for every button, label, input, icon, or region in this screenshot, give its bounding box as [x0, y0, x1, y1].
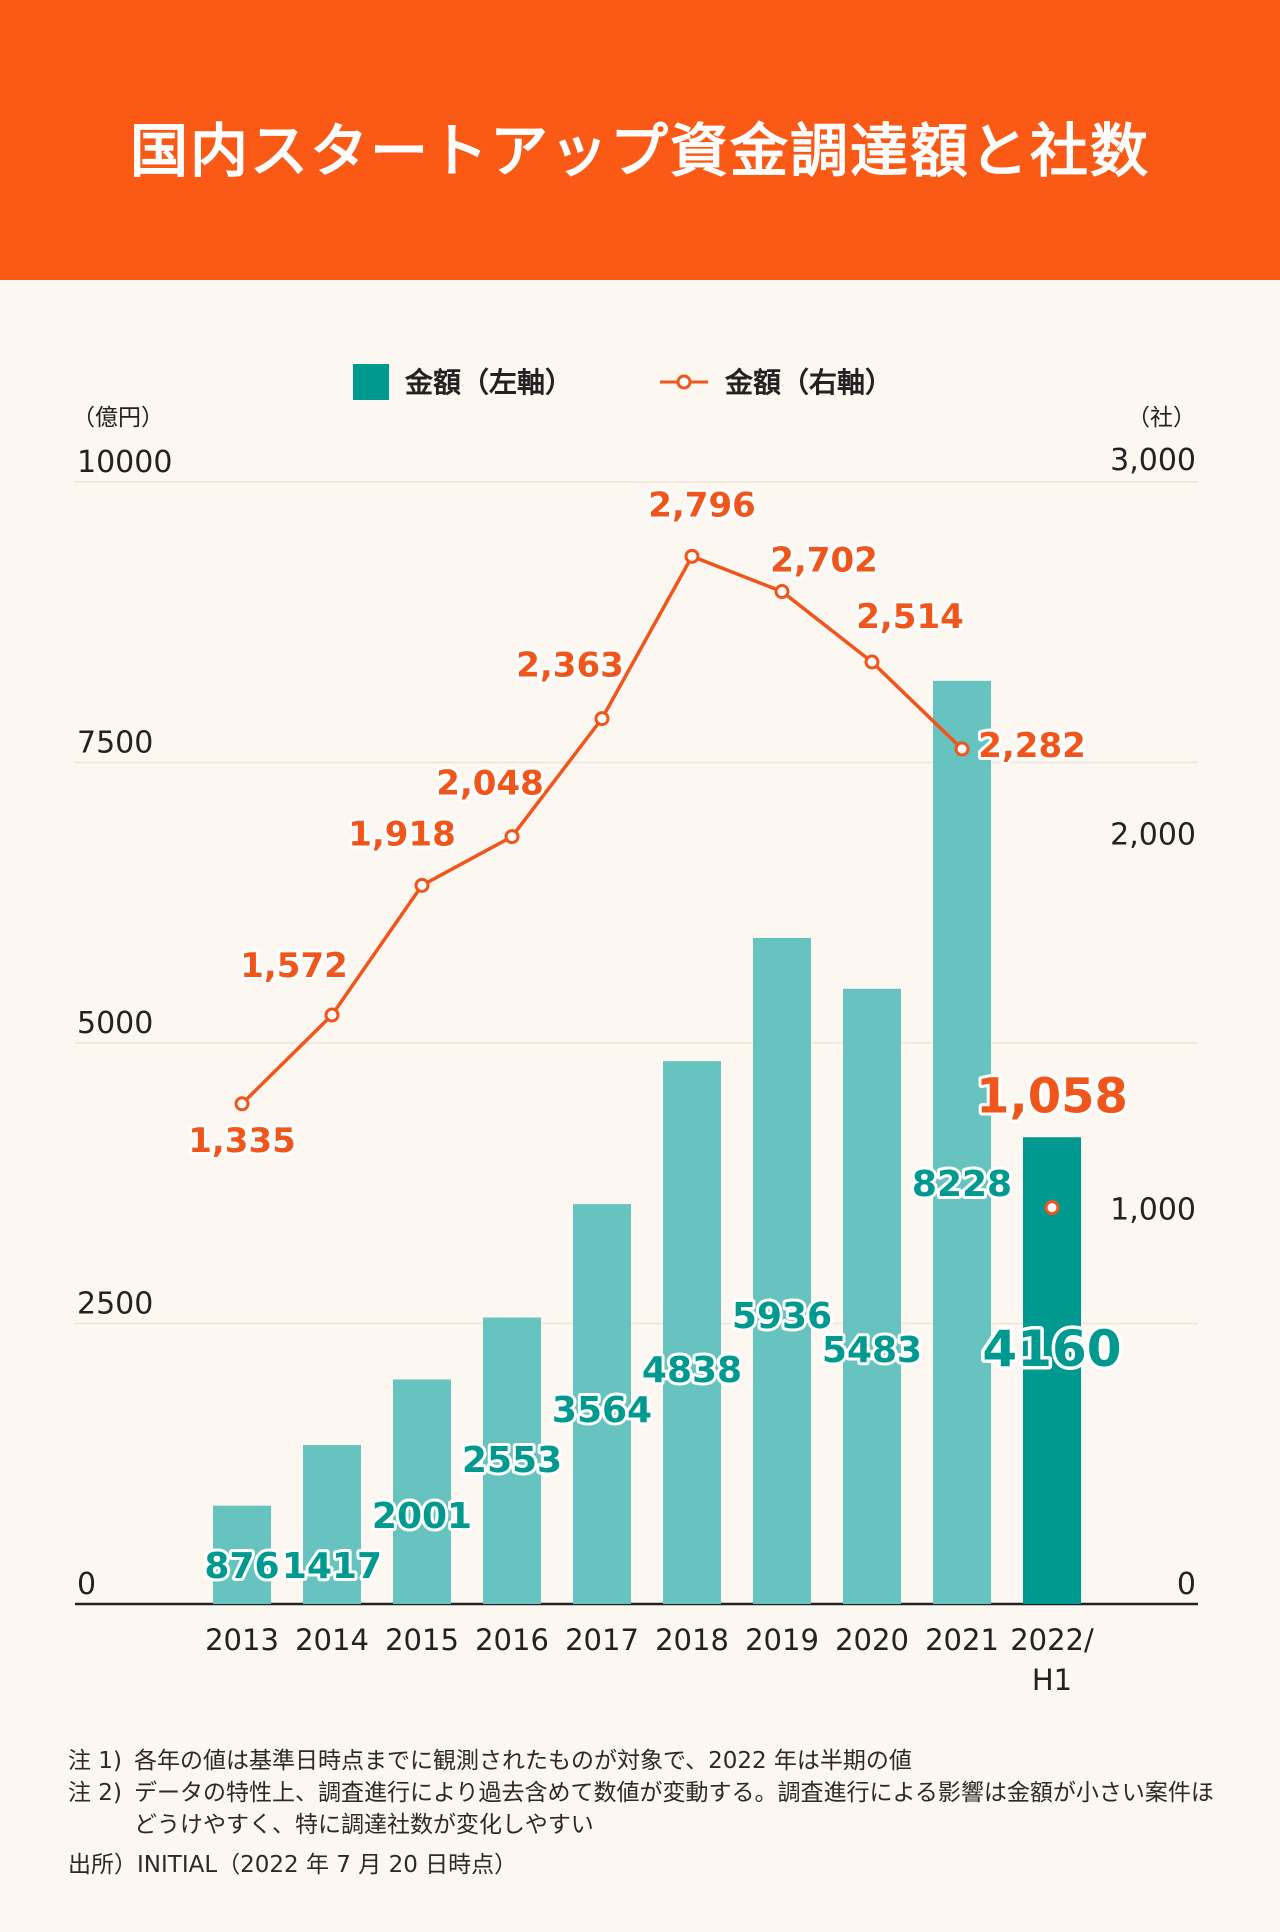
line-point-7 — [864, 654, 880, 670]
bar-label-1: 1417 — [282, 1546, 382, 1587]
legend-line-marker — [676, 374, 692, 390]
x-tick-6: 2019 — [745, 1623, 819, 1657]
legend-bar-label: 金額（左軸） — [404, 366, 573, 399]
line-label-9: 1,058 — [976, 1069, 1128, 1125]
left-tick-5000: 5000 — [77, 1006, 153, 1041]
line-label-0: 1,335 — [188, 1121, 296, 1161]
x-tick-8: 2021 — [925, 1623, 999, 1657]
line-point-8 — [954, 741, 970, 757]
right-tick-1000: 1,000 — [1110, 1192, 1196, 1227]
line-series — [234, 548, 1060, 1216]
x-tick-4: 2017 — [565, 1623, 639, 1657]
line-point-4 — [594, 711, 610, 727]
x-tick-2: 2015 — [385, 1623, 459, 1657]
grid — [75, 481, 1198, 1325]
line-point-6 — [774, 584, 790, 600]
bar-7 — [843, 988, 901, 1604]
right-axis-unit: （社） — [1127, 405, 1196, 431]
left-tick-10000: 10000 — [77, 445, 172, 480]
x-tick-9-line2: H1 — [1032, 1663, 1072, 1697]
right-tick-2000: 2,000 — [1110, 818, 1196, 853]
x-tick-0: 2013 — [205, 1623, 279, 1657]
line-point-3 — [504, 829, 520, 845]
left-tick-2500: 2500 — [77, 1287, 153, 1322]
bar-label-7: 5483 — [822, 1330, 922, 1371]
line-point-5 — [684, 548, 700, 564]
legend: 金額（左軸） 金額（右軸） — [353, 364, 893, 400]
line-label-3: 2,048 — [436, 764, 544, 804]
right-tick-0: 0 — [1177, 1567, 1196, 1602]
axes: 0 2500 5000 7500 10000 （億円） 0 1,000 2,000 3,000 （社… — [72, 405, 1198, 1606]
bar-label-5: 4838 — [642, 1350, 742, 1391]
right-tick-3000: 3,000 — [1110, 443, 1196, 478]
bar-label-2: 2001 — [372, 1496, 472, 1537]
bar-5 — [663, 1061, 721, 1604]
bar-3 — [483, 1317, 541, 1604]
x-tick-1: 2014 — [295, 1623, 369, 1657]
legend-line-label: 金額（右軸） — [724, 366, 893, 399]
source-note: 出所）INITIAL（2022 年 7 月 20 日時点） — [68, 1852, 518, 1878]
bar-label-4: 3564 — [552, 1390, 652, 1431]
bar-8 — [933, 680, 991, 1604]
line-point-1 — [324, 1007, 340, 1023]
bar-2 — [393, 1379, 451, 1604]
bar-label-3: 2553 — [462, 1440, 562, 1481]
note-1-text: 各年の値は基準日時点までに観測されたものが対象で、2022 年は半期の値 — [134, 1748, 912, 1774]
note-1: 注 1) 各年の値は基準日時点までに観測されたものが対象で、2022 年は半期の… — [68, 1745, 1228, 1777]
bar-label-8: 8228 — [912, 1164, 1012, 1205]
line-point-0 — [234, 1096, 250, 1112]
bar-label-6: 5936 — [732, 1296, 832, 1337]
line-labels: 1,335 1,572 1,918 2,048 2,363 2,796 2,702 2,514… — [185, 482, 1131, 1163]
bar-series — [213, 680, 1081, 1604]
note-2: 注 2) データの特性上、調査進行により過去含めて数値が変動する。調査進行による… — [68, 1777, 1228, 1841]
x-tick-7: 2020 — [835, 1623, 909, 1657]
left-axis-unit: （億円） — [72, 405, 164, 431]
line-point-9 — [1044, 1200, 1060, 1216]
line-label-1: 1,572 — [240, 946, 348, 986]
x-tick-5: 2018 — [655, 1623, 729, 1657]
title-banner: 国内スタートアップ資金調達額と社数 — [0, 0, 1280, 280]
line-label-5: 2,796 — [648, 485, 756, 525]
x-tick-9: 2022/ — [1010, 1623, 1094, 1657]
line-label-4: 2,363 — [516, 646, 624, 686]
bar-0 — [213, 1505, 271, 1604]
line-label-2: 1,918 — [348, 814, 456, 854]
line-label-8: 2,282 — [978, 726, 1086, 766]
page-title: 国内スタートアップ資金調達額と社数 — [129, 117, 1150, 185]
x-tick-labels: 2013 2014 2015 2016 2017 2018 2019 2020 2021 2022… — [205, 1623, 1094, 1697]
legend-bar-swatch — [353, 364, 389, 400]
line-label-7: 2,514 — [856, 597, 964, 637]
note-1-label: 注 1) — [68, 1748, 122, 1774]
x-tick-3: 2016 — [475, 1623, 549, 1657]
bar-label-0: 876 — [204, 1546, 279, 1587]
bar-1 — [303, 1445, 361, 1604]
note-2-label: 注 2) — [68, 1780, 122, 1806]
bar-4 — [573, 1204, 631, 1604]
line-point-2 — [414, 877, 430, 893]
line-label-6: 2,702 — [770, 541, 878, 581]
left-tick-7500: 7500 — [77, 726, 153, 761]
chart-area: 金額（左軸） 金額（右軸） 0 2500 5000 7500 10000 （億円） 0 1,00… — [0, 280, 1280, 1730]
bar-label-9: 4160 — [982, 1320, 1121, 1378]
note-2-text: データの特性上、調査進行により過去含めて数値が変動する。調査進行による影響は金額… — [134, 1780, 1214, 1838]
bar-6 — [753, 937, 811, 1604]
combo-chart: 金額（左軸） 金額（右軸） 0 2500 5000 7500 10000 （億円） 0 1,00… — [72, 364, 1198, 1697]
footnotes: 注 1) 各年の値は基準日時点までに観測されたものが対象で、2022 年は半期の… — [68, 1745, 1228, 1881]
left-tick-0: 0 — [77, 1567, 96, 1602]
